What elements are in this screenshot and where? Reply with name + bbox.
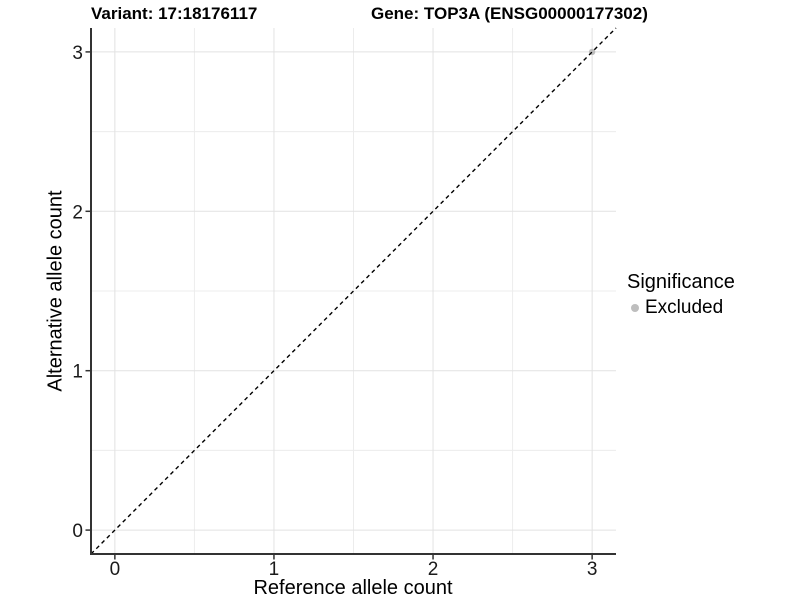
legend-item-excluded: Excluded [627,297,735,319]
legend: Significance Excluded [627,271,735,319]
variant-title: Variant: 17:18176117 [91,4,258,23]
identity-line [90,27,617,555]
x-tick-label-0: 0 [110,559,121,580]
y-tick-label-2: 2 [72,202,83,223]
y-axis-title: Alternative allele count [44,190,67,392]
x-tick-label-2: 2 [428,559,439,580]
x-axis-title: Reference allele count [253,577,453,599]
x-tick-label-1: 1 [269,559,280,580]
excluded-point-icon [631,304,639,312]
legend-item-label: Excluded [645,297,724,318]
y-tick-label-3: 3 [72,43,83,64]
y-tick-label-1: 1 [72,362,83,383]
legend-title: Significance [627,271,735,293]
y-tick-label-0: 0 [72,521,83,542]
gene-title: Gene: TOP3A (ENSG00000177302) [371,4,648,23]
x-tick-label-3: 3 [587,559,598,580]
